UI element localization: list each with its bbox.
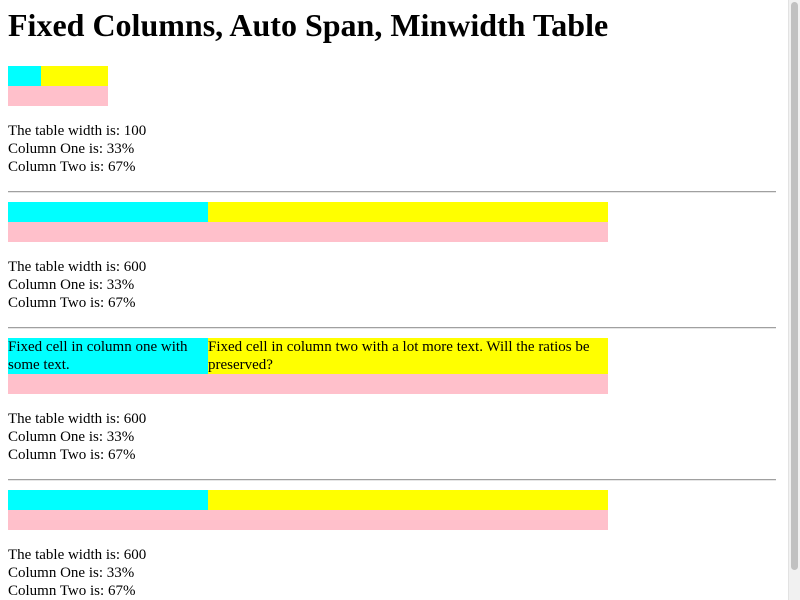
- span-cell: [8, 86, 108, 106]
- column-two-text: Column Two is: 67%: [8, 447, 136, 463]
- vertical-scrollbar[interactable]: [788, 0, 800, 600]
- column-one-cell: [8, 202, 208, 222]
- column-one-text: Column One is: 33%: [8, 141, 135, 157]
- separator: [8, 479, 776, 481]
- column-one-cell: [8, 490, 208, 510]
- column-two-cell: [208, 202, 608, 222]
- column-one-cell: [8, 66, 41, 86]
- table-4-info: The table width is: 600 Column One is: 3…: [8, 546, 146, 600]
- separator: [8, 191, 776, 193]
- column-two-text: Column Two is: 67%: [8, 159, 136, 175]
- table-2-info: The table width is: 600 Column One is: 3…: [8, 258, 146, 312]
- span-cell: [8, 222, 608, 242]
- column-one-cell: Fixed cell in column one with some text.: [8, 338, 208, 374]
- table-row-cells: Fixed cell in column one with some text.…: [8, 338, 608, 374]
- table-width-text: The table width is: 600: [8, 411, 147, 427]
- span-cell: [8, 510, 608, 530]
- table-4: [8, 490, 608, 530]
- column-one-text: Column One is: 33%: [8, 429, 135, 445]
- column-two-cell: Fixed cell in column two with a lot more…: [208, 338, 608, 374]
- column-two-text: Column Two is: 67%: [8, 583, 136, 599]
- table-2: [8, 202, 608, 242]
- column-one-text: Column One is: 33%: [8, 565, 135, 581]
- table-1: [8, 66, 108, 106]
- table-row-cells: [8, 202, 608, 222]
- column-two-cell: [41, 66, 108, 86]
- table-1-info: The table width is: 100 Column One is: 3…: [8, 122, 146, 176]
- table-width-text: The table width is: 600: [8, 259, 147, 275]
- column-two-cell: [208, 490, 608, 510]
- span-cell: [8, 374, 608, 394]
- separator: [8, 327, 776, 329]
- table-3-info: The table width is: 600 Column One is: 3…: [8, 410, 146, 464]
- column-two-text: Column Two is: 67%: [8, 295, 136, 311]
- table-row-cells: [8, 66, 108, 86]
- table-row-cells: [8, 490, 608, 510]
- table-3: Fixed cell in column one with some text.…: [8, 338, 608, 394]
- column-one-text: Column One is: 33%: [8, 277, 135, 293]
- table-width-text: The table width is: 100: [8, 123, 147, 139]
- page-title: Fixed Columns, Auto Span, Minwidth Table: [8, 7, 609, 43]
- table-width-text: The table width is: 600: [8, 547, 147, 563]
- scrollbar-thumb[interactable]: [791, 2, 798, 570]
